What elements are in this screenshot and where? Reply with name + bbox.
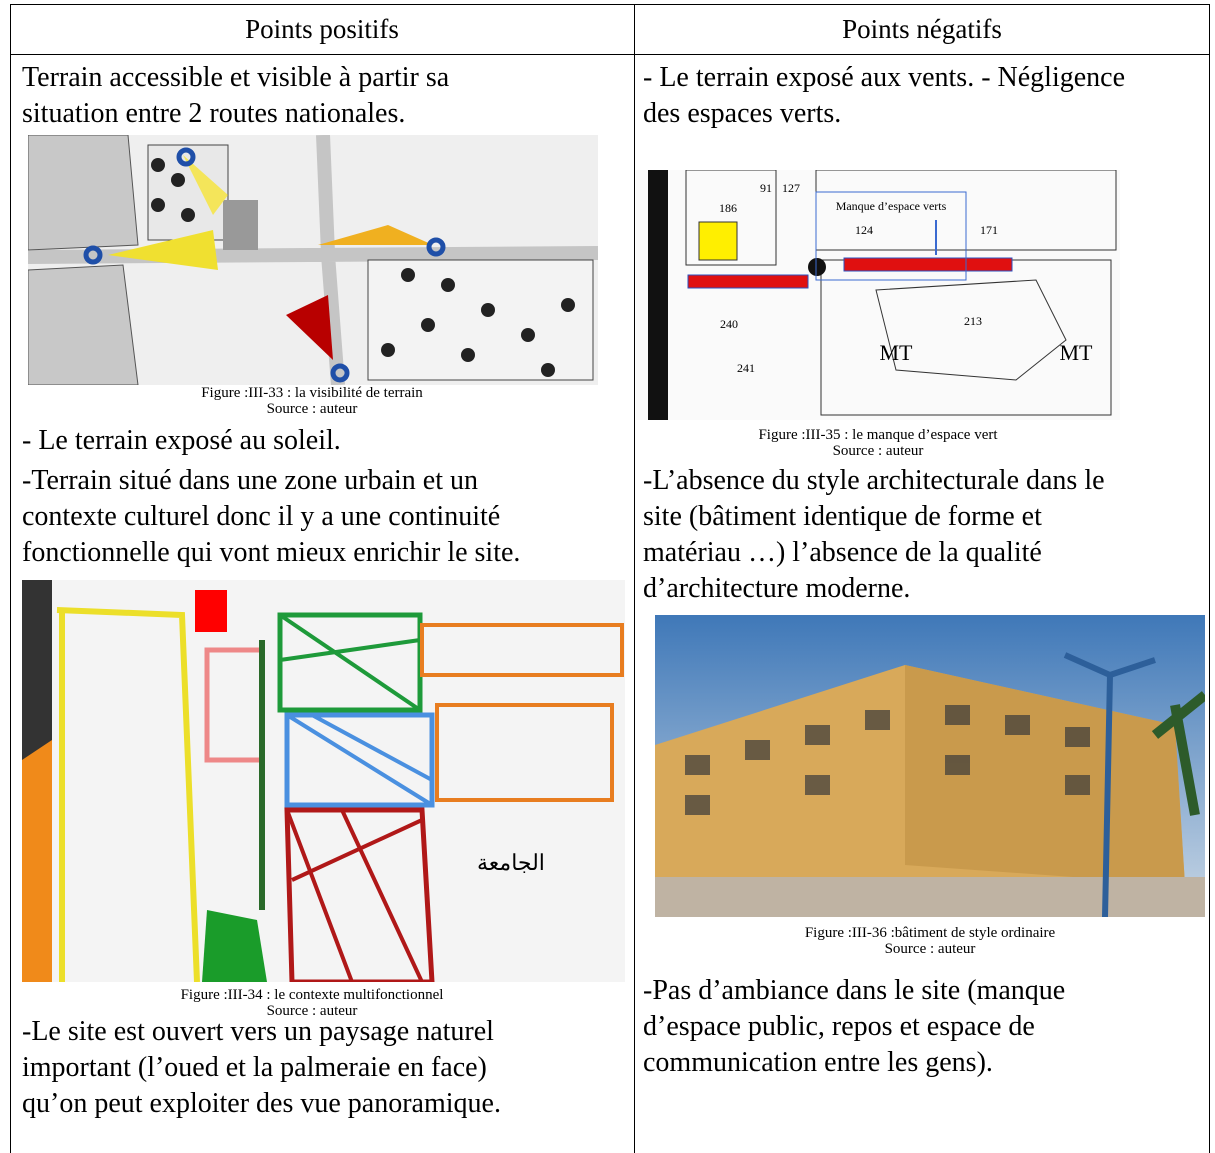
border-left [10,4,11,1153]
paragraph-line: Terrain accessible et visible à partir s… [22,62,450,93]
map-label: 186 [719,201,737,215]
figure-34: الجامعة [22,580,625,982]
annotation: Manque d’espace verts [836,199,947,213]
border-top [10,4,1210,5]
paragraph-line: -Terrain situé dans une zone urbain et u… [22,465,478,496]
map-label: 124 [855,223,873,237]
paragraph-line: des espaces verts. [643,98,842,129]
header-right: Points négatifs [842,14,1002,44]
paragraph-line: contexte culturel donc il y a une contin… [22,501,501,532]
figure-caption: Figure :III-33 : la visibilité de terrai… [201,385,423,401]
paragraph-line: d’architecture moderne. [643,573,911,604]
figure-caption: Figure :III-36 :bâtiment de style ordina… [804,925,1056,941]
paragraph-line: d’espace public, repos et espace de [643,1011,1035,1042]
map-label: 127 [782,181,800,195]
map-label: MT [1060,340,1094,365]
map-label: 213 [964,314,982,328]
paragraph-line: -Pas d’ambiance dans le site (manque [643,975,1066,1006]
map-label: 241 [737,361,755,375]
border-right [1209,4,1210,1153]
figure-36 [655,615,1205,917]
paragraph-line: communication entre les gens). [643,1047,993,1078]
figure-caption: Figure :III-35 : le manque d’espace vert [758,427,998,443]
figure-source: Source : auteur [884,941,976,957]
map-label: الجامعة [477,850,545,875]
paragraph-line: - Le terrain exposé aux vents. - Néglige… [643,62,1126,93]
paragraph-line: important (l’oued et la palmeraie en fac… [22,1052,487,1083]
paragraph-line: -L’absence du style architecturale dans … [643,465,1105,496]
figure-caption: Figure :III-34 : le contexte multifoncti… [180,987,444,1003]
figure-35: Manque d’espace verts 186 91 127 124 171… [636,170,1120,420]
figure-source: Source : auteur [266,1003,358,1019]
figure-source: Source : auteur [832,443,924,459]
paragraph-line: qu’on peut exploiter des vue panoramique… [22,1088,501,1119]
border-mid [634,4,635,1153]
figure-source: Source : auteur [266,401,358,417]
paragraph-line: site (bâtiment identique de forme et [643,501,1042,532]
map-label: MT [880,340,914,365]
figure-33 [28,135,598,385]
paragraph-line: - Le terrain exposé au soleil. [22,425,341,456]
header-left: Points positifs [245,14,399,44]
paragraph-line: matériau …) l’absence de la qualité [643,537,1042,568]
map-label: 91 [760,181,772,195]
border-header [10,54,1210,55]
map-label: 171 [980,223,998,237]
paragraph-line: situation entre 2 routes nationales. [22,98,406,129]
map-label: 240 [720,317,738,331]
paragraph-line: -Le site est ouvert vers un paysage natu… [22,1016,494,1047]
paragraph-line: fonctionnelle qui vont mieux enrichir le… [22,537,521,568]
